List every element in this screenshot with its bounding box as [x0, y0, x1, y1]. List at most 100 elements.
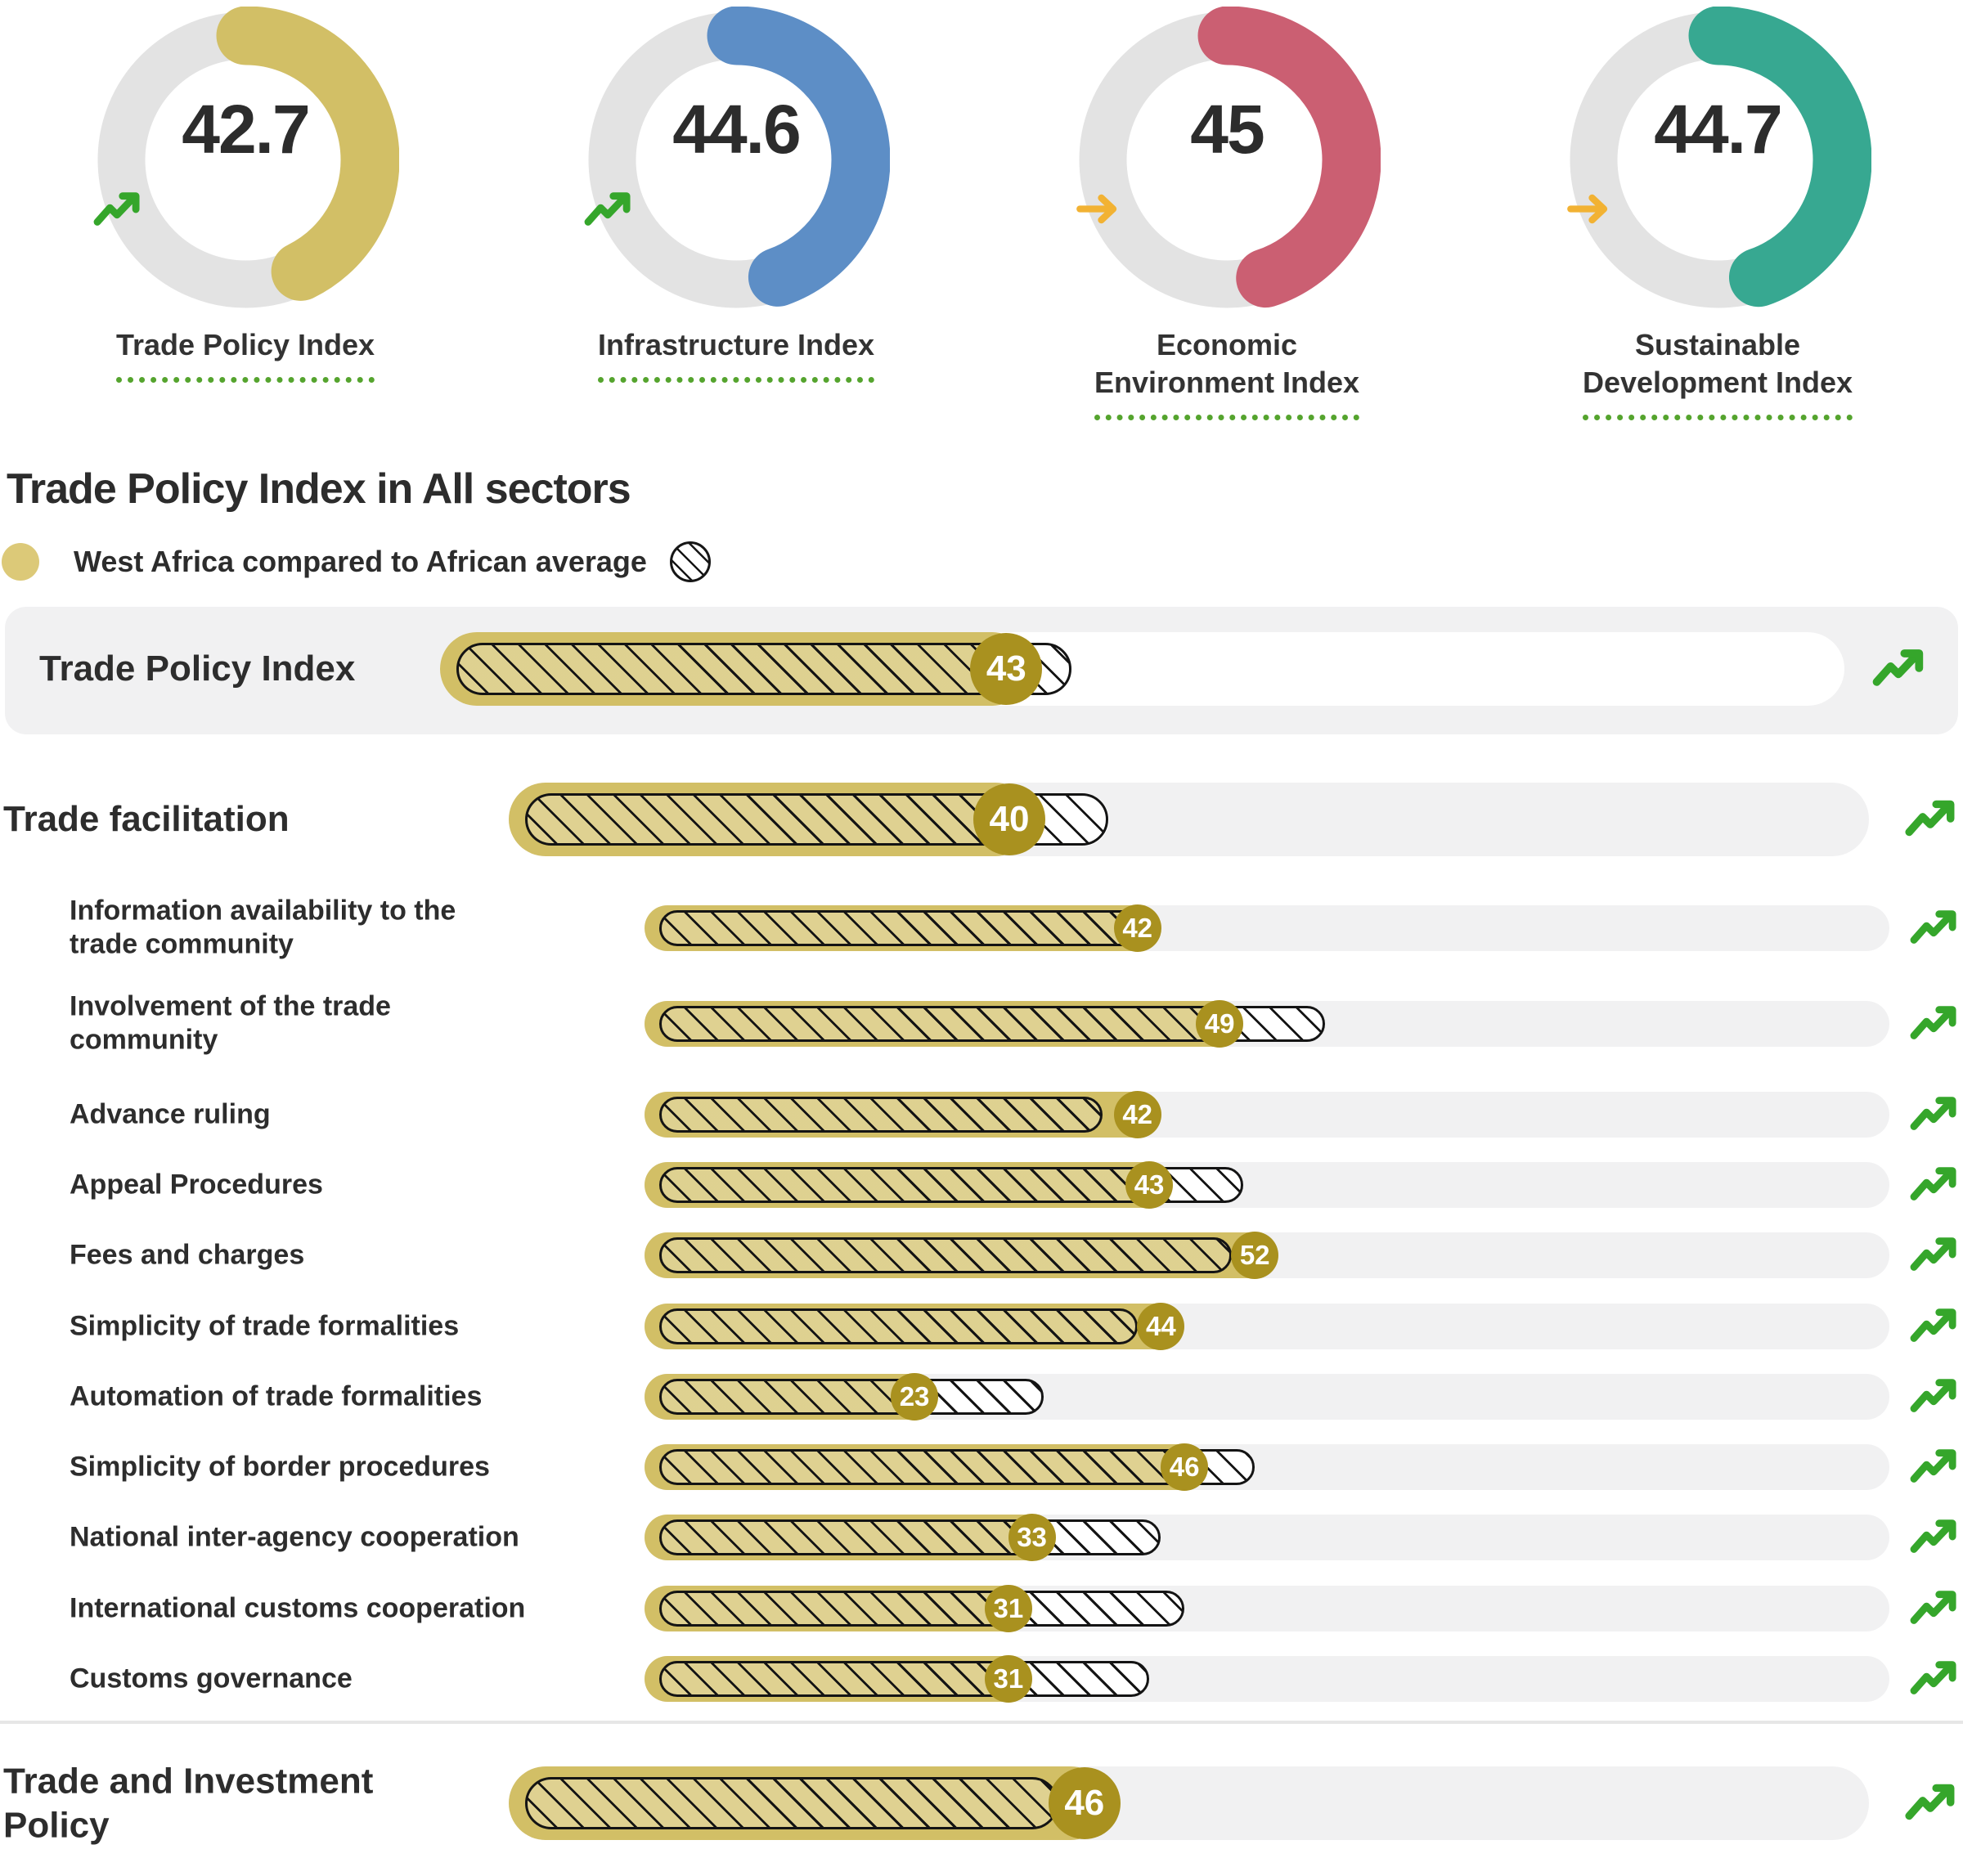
value-badge: 31 [984, 1585, 1032, 1632]
value-badge: 43 [1125, 1161, 1174, 1209]
gauge-label[interactable]: Trade Policy Index [115, 326, 375, 383]
gauge-label[interactable]: Sustainable Development Index [1582, 326, 1853, 420]
gauge-value: 44.6 [672, 91, 802, 168]
trend-up-icon [1910, 1167, 1956, 1201]
row-label: International customs cooperation [70, 1592, 526, 1624]
row-label: Simplicity of trade formalities [70, 1310, 460, 1342]
trend-up-icon [93, 192, 140, 226]
african-average-hatch [659, 1308, 1138, 1344]
indicator-bar[interactable]: 23 [645, 1373, 1889, 1420]
value-badge: 23 [891, 1373, 939, 1420]
row-trend [1909, 1376, 1960, 1417]
west-africa-swatch [2, 543, 39, 581]
gauge-label[interactable]: Infrastructure Index [597, 326, 875, 383]
value-badge: 33 [1008, 1514, 1056, 1561]
row-trend [1909, 1306, 1960, 1347]
indicator-bar[interactable]: 31 [645, 1585, 1889, 1632]
indicator-bar[interactable]: 46 [645, 1443, 1889, 1491]
trend-up-icon [1905, 800, 1955, 837]
gauge-1: 44.6 Infrastructure Index [491, 7, 982, 420]
trend-flat-icon [1076, 194, 1116, 224]
row-trend [1909, 1588, 1960, 1629]
trend-up-icon [1910, 1006, 1956, 1039]
indicator-bar[interactable]: 52 [645, 1232, 1889, 1279]
row-trend [1904, 1781, 1958, 1825]
gauge-2: 45 Economic Environment Index [982, 7, 1472, 420]
row-label: Customs governance [70, 1663, 353, 1694]
indicator-bar[interactable]: 46 [509, 1766, 1869, 1840]
african-average-hatch [659, 1097, 1103, 1133]
gauge-value: 44.7 [1654, 91, 1783, 168]
indicator-bar[interactable]: 43 [440, 632, 1844, 706]
row-trend [1909, 1003, 1960, 1044]
indicator-bar[interactable]: 49 [645, 1000, 1889, 1048]
row-trend [1871, 647, 1927, 692]
trend-up-icon [1910, 1237, 1956, 1271]
row-label: Trade and Investment Policy [3, 1761, 374, 1845]
african-average-hatch [659, 1237, 1232, 1273]
indicator-bar[interactable]: 40 [509, 783, 1869, 856]
value-badge: 42 [1113, 1091, 1161, 1138]
gauge-value: 42.7 [182, 91, 311, 168]
indicator-bar[interactable]: 44 [645, 1303, 1889, 1350]
trend-up-icon [1872, 649, 1924, 686]
donut-svg [1564, 7, 1871, 313]
trend-up-icon [1910, 1308, 1956, 1342]
legend-label: West Africa compared to African average [74, 545, 647, 578]
gauge-row: 42.7 Trade Policy Index 44.6 Infrastruct… [0, 7, 1963, 420]
donut-chart[interactable]: 44.7 [1564, 7, 1871, 313]
trend-up-icon [1910, 1097, 1956, 1130]
value-badge: 40 [973, 783, 1045, 855]
donut-chart[interactable]: 42.7 [92, 7, 399, 313]
row-label: Trade facilitation [3, 799, 290, 840]
section-title: Trade Policy Index in All sectors [7, 465, 631, 513]
row-trend [1909, 1447, 1960, 1488]
value-badge: 46 [1048, 1767, 1121, 1839]
indicator-bar[interactable]: 33 [645, 1514, 1889, 1561]
trend-up-icon [1910, 1379, 1956, 1412]
trend-up-icon [1910, 1519, 1956, 1553]
value-badge: 42 [1113, 904, 1161, 952]
row-label: Fees and charges [70, 1239, 305, 1271]
row-label: Appeal Procedures [70, 1169, 323, 1201]
row-label: Trade Policy Index [39, 649, 356, 689]
row-label: Simplicity of border procedures [70, 1451, 490, 1483]
indicator-bar[interactable]: 43 [645, 1161, 1889, 1209]
row-trend [1909, 1235, 1960, 1276]
section-divider [0, 1721, 1963, 1724]
row-label: National inter-agency cooperation [70, 1521, 519, 1553]
african-average-hatch [659, 1661, 1150, 1697]
value-badge: 52 [1231, 1232, 1279, 1279]
value-badge: 31 [984, 1655, 1032, 1703]
legend: West Africa compared to African average [2, 541, 711, 582]
african-average-hatch [525, 1776, 1059, 1829]
value-badge: 49 [1196, 1000, 1244, 1048]
row-label: Information availability to the trade co… [70, 895, 456, 960]
row-trend [1909, 1094, 1960, 1135]
donut-chart[interactable]: 44.6 [582, 7, 890, 313]
trend-up-icon [1910, 1449, 1956, 1483]
gauge-0: 42.7 Trade Policy Index [0, 7, 491, 420]
row-trend [1909, 1658, 1960, 1699]
indicator-bar[interactable]: 42 [645, 904, 1889, 952]
indicator-bar[interactable]: 42 [645, 1091, 1889, 1138]
trend-flat-icon [1566, 194, 1607, 224]
african-average-hatch [456, 642, 1071, 695]
trend-up-icon [1905, 1784, 1955, 1820]
row-label: Automation of trade formalities [70, 1380, 483, 1412]
gauge-value: 45 [1190, 91, 1264, 168]
african-average-hatch [659, 1449, 1256, 1485]
trend-up-icon [1910, 1661, 1956, 1694]
donut-chart[interactable]: 45 [1073, 7, 1381, 313]
indicator-bar[interactable]: 31 [645, 1655, 1889, 1703]
african-average-hatch [659, 1379, 1044, 1415]
row-trend [1909, 908, 1960, 949]
row-label: Advance ruling [70, 1098, 271, 1130]
row-trend [1904, 797, 1958, 842]
donut-svg [1073, 7, 1381, 313]
african-average-hatch [659, 1591, 1185, 1627]
gauge-label[interactable]: Economic Environment Index [1094, 326, 1360, 420]
gauge-3: 44.7 Sustainable Development Index [1472, 7, 1963, 420]
row-trend [1909, 1165, 1960, 1205]
